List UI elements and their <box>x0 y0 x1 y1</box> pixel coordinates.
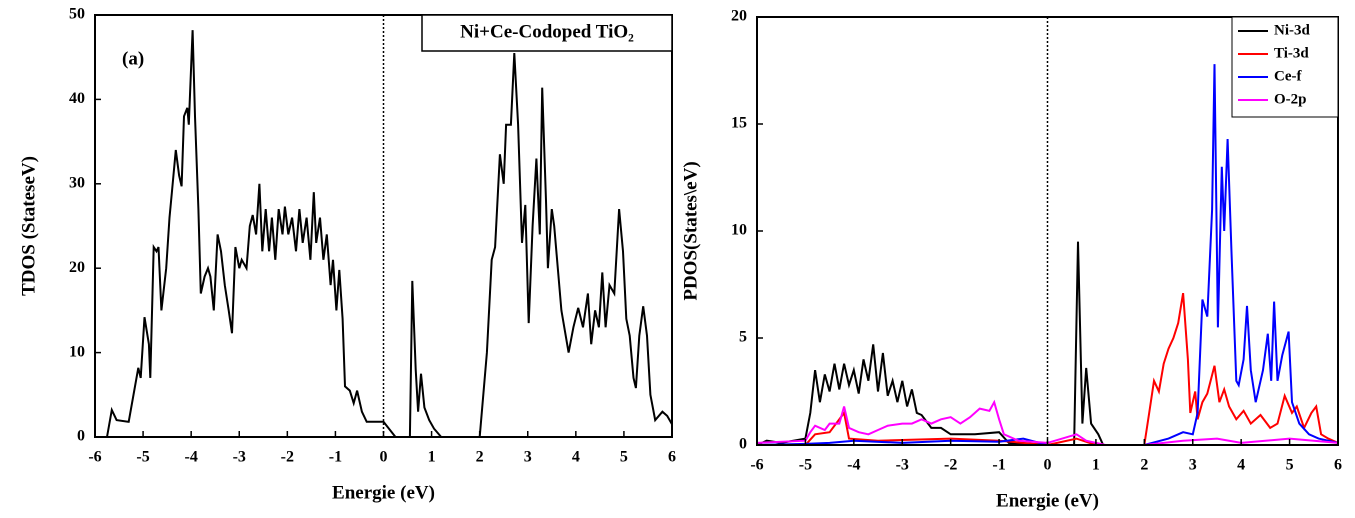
legend-label: Ti-3d <box>1274 45 1309 61</box>
x-tick-label: -3 <box>896 457 909 474</box>
x-tick-label: -4 <box>847 457 860 474</box>
x-tick-label: -6 <box>750 457 763 474</box>
x-tick-label: 2 <box>476 449 484 466</box>
y-tick-label: 5 <box>739 329 747 346</box>
x-tick-label: 4 <box>1237 457 1245 474</box>
x-tick-label: -1 <box>329 449 342 466</box>
y-tick-label: 40 <box>69 90 85 107</box>
y-tick-label: 10 <box>731 222 747 239</box>
x-tick-label: -4 <box>185 449 198 466</box>
x-tick-label: 5 <box>620 449 628 466</box>
x-axis-title: Energie (eV) <box>332 482 435 503</box>
x-tick-label: -5 <box>799 457 812 474</box>
legend-label: O-2p <box>1274 91 1307 107</box>
x-tick-label: -5 <box>136 449 149 466</box>
x-tick-label: 3 <box>524 449 532 466</box>
x-tick-label: 5 <box>1286 457 1294 474</box>
x-tick-label: 1 <box>1092 457 1100 474</box>
x-tick-label: -1 <box>992 457 1005 474</box>
x-tick-label: 6 <box>1334 457 1342 474</box>
y-tick-label: 30 <box>69 174 85 191</box>
x-tick-label: 0 <box>1044 457 1052 474</box>
y-tick-label: 50 <box>69 6 85 23</box>
y-tick-label: 0 <box>77 428 85 445</box>
y-axis-title: TDOS (StateseV) <box>18 156 39 296</box>
x-tick-label: 4 <box>572 449 580 466</box>
x-tick-label: 0 <box>380 449 388 466</box>
x-axis-title: Energie (eV) <box>996 490 1099 511</box>
legend-label: Ce-f <box>1274 68 1302 84</box>
chart-title: Ni+Ce-Codoped TiO₂ <box>460 21 634 42</box>
y-tick-label: 15 <box>731 115 747 132</box>
y-tick-label: 0 <box>739 436 747 453</box>
y-tick-label: 10 <box>69 343 85 360</box>
plot-frame <box>94 14 673 438</box>
y-tick-label: 20 <box>69 259 85 276</box>
x-tick-label: -6 <box>88 449 101 466</box>
legend-label: Ni-3d <box>1274 22 1310 38</box>
x-tick-label: -2 <box>281 449 294 466</box>
y-axis-title: PDOS(States\eV) <box>680 161 701 300</box>
title-box <box>421 14 673 52</box>
x-tick-label: 6 <box>668 449 676 466</box>
x-tick-label: 2 <box>1140 457 1148 474</box>
y-tick-label: 20 <box>731 8 747 25</box>
series-line <box>757 292 1339 447</box>
panel-label: (a) <box>122 48 144 69</box>
x-tick-label: 3 <box>1189 457 1197 474</box>
x-tick-label: -3 <box>233 449 246 466</box>
x-tick-label: 1 <box>428 449 436 466</box>
x-tick-label: -2 <box>944 457 957 474</box>
series-line <box>106 30 673 438</box>
